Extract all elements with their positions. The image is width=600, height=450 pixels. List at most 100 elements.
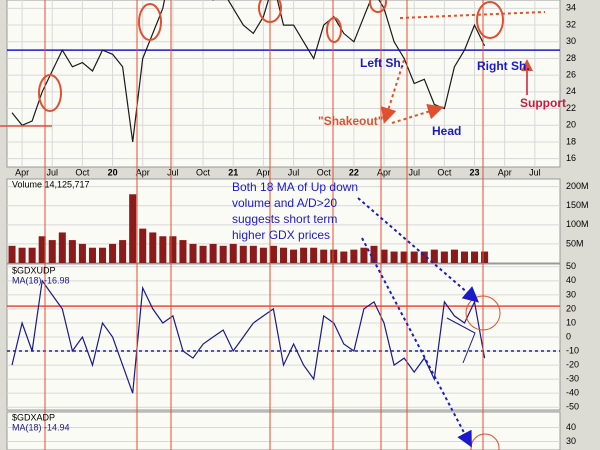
volume-bar	[129, 194, 137, 263]
y-tick-label: 50M	[566, 238, 584, 248]
y-tick-label: 30	[566, 36, 576, 46]
x-tick-label: 23	[470, 167, 480, 177]
volume-bar	[400, 251, 408, 263]
annotation: Both 18 MA of Up down	[232, 180, 358, 194]
volume-bar	[88, 247, 96, 263]
volume-bar	[481, 251, 489, 263]
panel-marks	[8, 194, 489, 263]
volume-bar	[149, 232, 157, 263]
x-tick-label: Apr	[377, 167, 391, 177]
volume-bar	[239, 245, 247, 263]
volume-bar	[78, 243, 86, 263]
y-tick-label: -20	[566, 359, 579, 369]
y-tick-label: -30	[566, 373, 579, 383]
volume-bar	[290, 249, 298, 263]
volume-bar	[410, 251, 418, 263]
annotation: Support	[520, 96, 566, 110]
volume-bar	[390, 251, 398, 263]
y-tick-label: -40	[566, 388, 579, 398]
annotation: higher GDX prices	[232, 228, 330, 242]
y-tick-label: 18	[566, 136, 576, 146]
volume-bar	[109, 243, 117, 263]
volume-bar	[229, 243, 237, 263]
annotation: volume and A/D>20	[232, 196, 337, 210]
y-tick-label: 24	[566, 86, 576, 96]
panel-subtitle: MA(18) -14.94	[12, 422, 70, 432]
volume-bar	[58, 232, 66, 263]
y-tick-label: 10	[566, 317, 576, 327]
x-tick-label: Apr	[15, 167, 29, 177]
triangle	[446, 317, 476, 364]
x-tick-label: 20	[108, 167, 118, 177]
y-tick-label: 200M	[566, 181, 589, 191]
volume-bar	[300, 247, 308, 263]
x-tick-label: Jul	[408, 167, 420, 177]
volume-bar	[370, 245, 378, 263]
volume-bar	[350, 249, 358, 263]
arrow	[361, 237, 472, 448]
panel-title: $GDXADP	[12, 412, 55, 422]
y-tick-label: 30	[566, 436, 576, 446]
y-tick-label: 20	[566, 303, 576, 313]
volume-bar	[8, 245, 16, 263]
panel-marks	[7, 0, 560, 142]
volume-bar	[430, 249, 438, 263]
volume-bar	[38, 236, 46, 263]
series-line	[11, 0, 486, 142]
y-tick-label: 26	[566, 70, 576, 80]
x-tick-label: Oct	[196, 167, 211, 177]
volume-bar	[219, 245, 227, 263]
highlight-circles	[38, 0, 504, 112]
y-tick-label: 32	[566, 19, 576, 29]
volume-bar	[199, 245, 207, 263]
x-tick-label: Jul	[46, 167, 58, 177]
volume-bar	[330, 249, 338, 263]
volume-bar	[420, 251, 428, 263]
volume-bar	[169, 236, 177, 263]
neckline	[399, 11, 546, 19]
volume-bar	[360, 247, 368, 263]
volume-bar	[471, 251, 479, 263]
volume-bar	[48, 240, 56, 263]
annotation-shapes	[0, 0, 546, 450]
y-tick-label: 50	[566, 261, 576, 271]
series-line	[11, 279, 486, 394]
y-tick-label: 22	[566, 103, 576, 113]
annotation: Head	[432, 124, 461, 138]
volume-bar	[249, 245, 257, 263]
volume-bar	[98, 247, 107, 263]
volume-bar	[189, 243, 197, 263]
y-tick-label: 30	[566, 289, 576, 299]
volume-bar	[340, 251, 348, 263]
volume-bar	[28, 247, 36, 263]
y-tick-label: 0	[566, 331, 571, 341]
volume-bar	[320, 249, 328, 263]
volume-bar	[159, 236, 167, 263]
arrow	[357, 197, 480, 303]
plot-area	[6, 411, 561, 450]
y-tick-label: 100M	[566, 219, 589, 229]
x-tick-label: Apr	[498, 167, 512, 177]
x-tick-label: 22	[349, 167, 359, 177]
volume-bar	[310, 247, 318, 263]
volume-bar	[139, 228, 147, 263]
y-tick-label: 16	[566, 153, 576, 163]
volume-bar	[68, 240, 76, 263]
y-tick-label: 40	[566, 275, 576, 285]
y-tick-label: -10	[566, 345, 579, 355]
volume-bar	[380, 249, 388, 263]
volume-bar	[119, 240, 127, 263]
x-tick-label: Jul	[167, 167, 179, 177]
volume-bar	[460, 251, 469, 263]
osc-circle	[465, 295, 501, 331]
y-tick-label: 40	[566, 422, 576, 432]
volume-bar	[259, 247, 267, 263]
volume-bar	[440, 251, 448, 263]
panel-subtitle: MA(18) -16.98	[12, 275, 70, 285]
x-tick-label: Oct	[75, 167, 90, 177]
event-lines	[44, 0, 484, 450]
annotation: Right Sh.	[477, 59, 530, 73]
volume-bar	[18, 247, 26, 263]
annotation: suggests short term	[232, 212, 337, 226]
